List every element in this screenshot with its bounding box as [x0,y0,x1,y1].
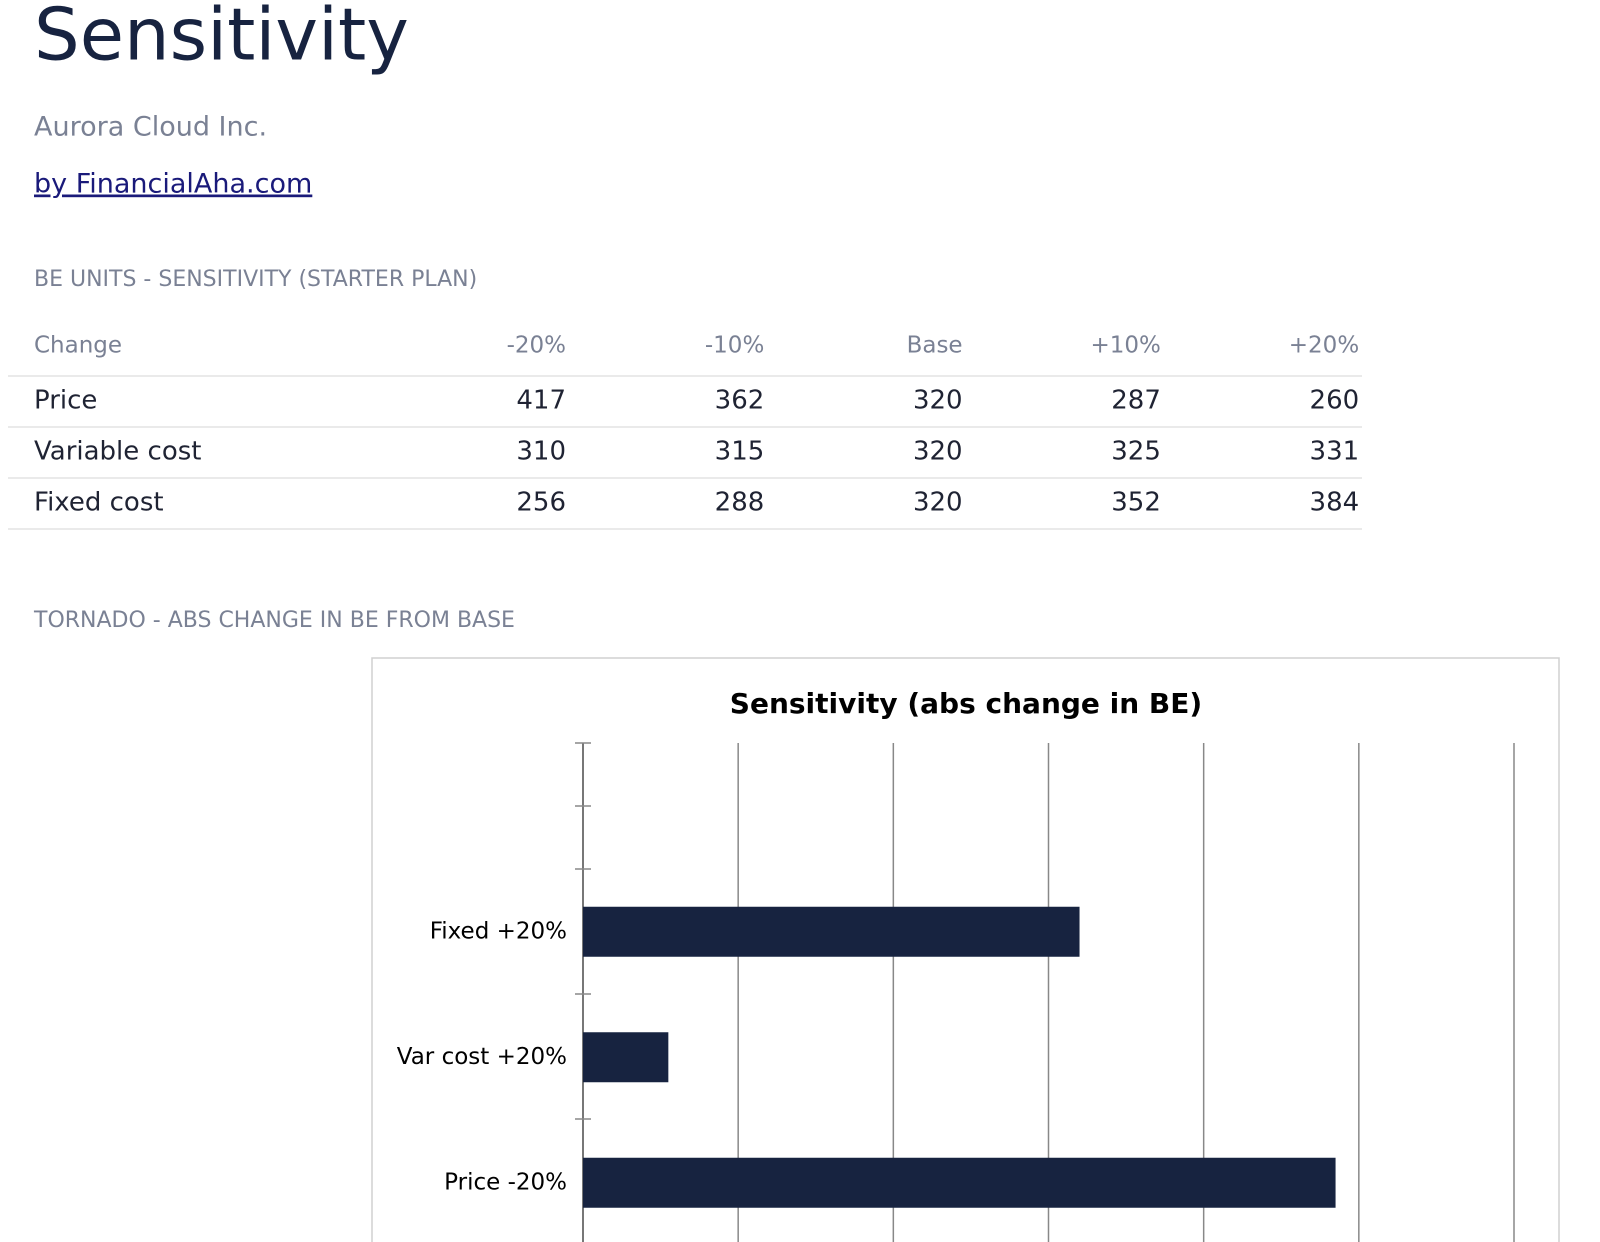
cell-value: 320 [913,386,963,416]
y-tick-label: Price -20% [444,1169,567,1195]
table: Change -20% -10% Base +10% +20% Price 417 362 320… [8,333,1362,530]
section-heading: BE UNITS - SENSITIVITY (STARTER PLAN) [34,267,477,292]
bar [583,1157,1336,1208]
column-header: +20% [1289,333,1359,359]
cell-value: 260 [1310,386,1360,416]
section-heading: TORNADO - ABS CHANGE IN BE FROM BASE [33,608,515,633]
cell-value: 320 [913,488,963,518]
row-label: Fixed cost [34,488,164,518]
cell-value: 288 [715,488,765,518]
column-header: Change [34,333,122,359]
row-label: Variable cost [34,437,201,467]
cell-value: 287 [1111,386,1161,416]
cell-value: 320 [913,437,963,467]
cell-value: 256 [516,488,566,518]
cell-value: 384 [1310,488,1360,518]
chart-title: Sensitivity (abs change in BE) [730,687,1202,720]
y-tick-label: Var cost +20% [397,1044,567,1070]
column-header: Base [907,333,963,359]
cell-value: 417 [516,386,566,416]
company-name: Aurora Cloud Inc. [34,112,267,143]
y-tick-label: Fixed +20% [430,918,567,944]
cell-value: 362 [715,386,765,416]
chart: Fixed +20% Var cost +20% Price -20% [397,742,1515,1242]
bar [583,906,1080,957]
cell-value: 310 [516,437,566,467]
row-label: Price [34,386,97,416]
column-header: -10% [705,333,764,359]
source-link[interactable]: by FinancialAha.com [34,169,312,200]
cell-value: 315 [715,437,765,467]
cell-value: 352 [1111,488,1161,518]
bar [583,1032,669,1083]
page-title: Sensitivity [34,0,409,77]
cell-value: 331 [1310,437,1360,467]
cell-value: 325 [1111,437,1161,467]
column-header: -20% [507,333,566,359]
column-header: +10% [1090,333,1160,359]
